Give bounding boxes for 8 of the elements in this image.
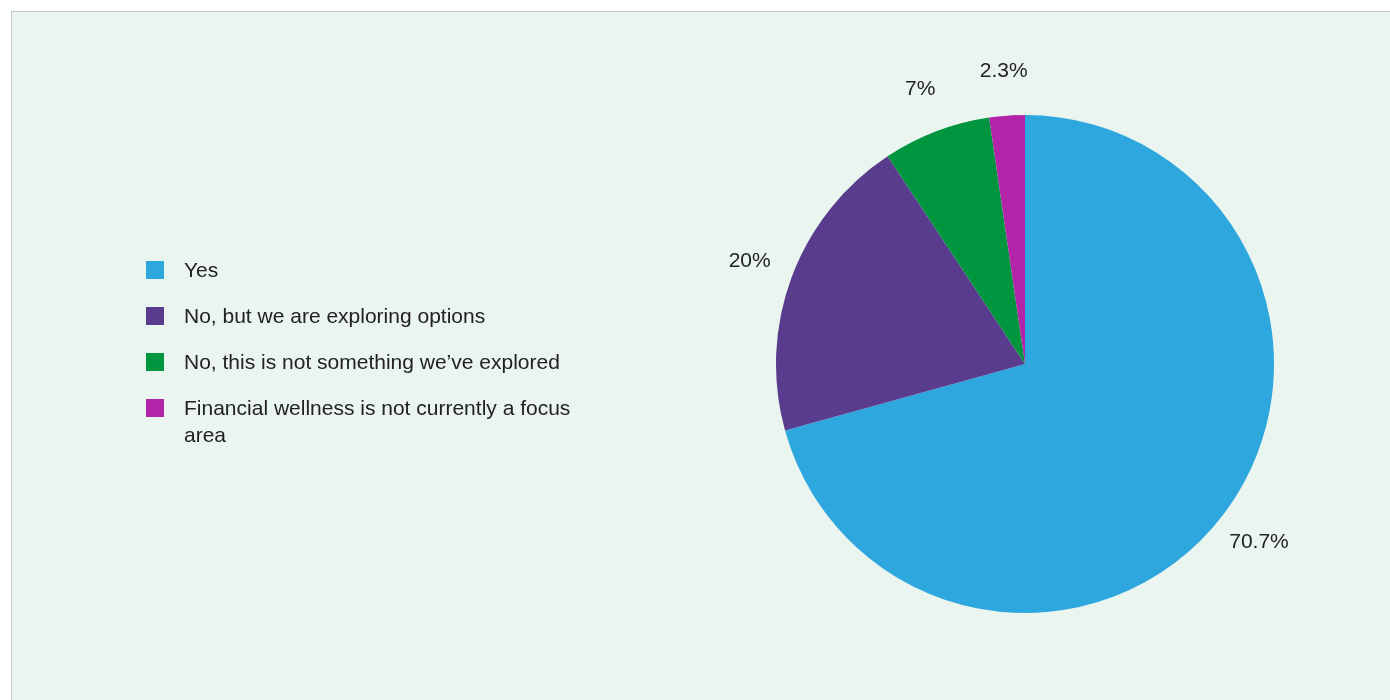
legend-label: Financial wellness is not currently a focus area	[184, 395, 572, 448]
data-label: 2.3%	[979, 57, 1028, 81]
legend-label: No, but we are exploring options	[184, 303, 486, 329]
data-label: 20%	[728, 247, 771, 271]
legend-label: Yes	[184, 257, 219, 283]
legend-label: No, this is not something we’ve explored	[184, 349, 560, 375]
data-label: 7%	[905, 76, 936, 100]
data-label: 70.7%	[1229, 528, 1289, 552]
